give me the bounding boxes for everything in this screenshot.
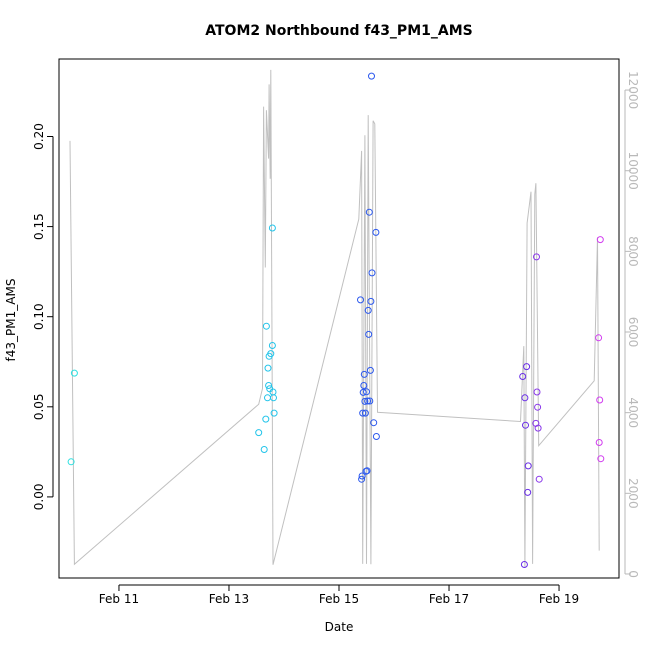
data-point [364,306,372,314]
data-point [264,394,271,402]
data-point [264,364,272,372]
data-point [357,296,364,304]
data-point [596,236,604,244]
data-point [359,409,367,417]
data-point [521,394,529,402]
x-tick-label: Feb 19 [539,592,579,606]
y2-tick-label: 6000 [626,317,640,348]
data-point [360,370,368,378]
data-point [523,363,531,371]
data-point [519,373,527,380]
x-axis: Feb 11 Feb 13 Feb 15 Feb 17 Feb 19 [99,584,579,606]
data-point [367,297,375,305]
plot-frame [58,58,620,579]
data-point [522,421,529,429]
y2-tick-label: 8000 [626,236,640,267]
data-point [368,269,376,277]
data-point [365,208,373,216]
data-point [595,439,603,446]
data-point [270,394,277,402]
y2-tick-label: 10000 [626,152,640,190]
data-point [268,224,276,232]
data-point [265,382,273,389]
chart-title: ATOM2 Northbound f43_PM1_AMS [205,23,472,39]
data-point [361,397,369,405]
data-point [268,342,276,349]
y-tick-label: 0.05 [32,393,46,420]
data-point [365,330,373,338]
data-point [360,382,368,389]
data-point [361,409,369,417]
x-tick-label: Feb 13 [209,592,249,606]
data-point [70,369,78,377]
data-point [370,419,378,427]
points-layer [67,72,605,568]
y-tick-label: 0.20 [32,123,46,150]
data-point [372,433,380,440]
data-point [270,409,278,417]
data-point [363,388,370,396]
data-point [366,397,374,405]
y-tick-label: 0.10 [32,303,46,330]
data-point [262,415,270,423]
y2-tick-label: 4000 [626,397,640,428]
y-axis-label: f43_PM1_AMS [4,279,18,362]
y-axis-left: 0.00 0.05 0.10 0.15 0.20 [32,123,54,511]
data-point [262,322,270,330]
data-point [359,388,367,396]
y-axis-right: 0 2000 4000 6000 8000 10000 12000 [624,71,640,578]
data-point [533,388,541,396]
data-point [596,396,604,404]
y2-tick-label: 0 [626,570,640,578]
data-point [358,472,366,480]
data-point [358,475,366,483]
data-point [255,429,263,437]
data-point [520,561,528,568]
data-point [372,228,380,236]
data-point [524,488,532,496]
data-point [366,366,374,374]
data-point [533,253,540,261]
data-point [363,467,371,475]
data-point [67,458,75,466]
y-tick-label: 0.15 [32,213,46,240]
data-point [595,334,603,342]
secondary-series-layer [69,69,600,568]
data-point [524,462,532,470]
y-tick-label: 0.00 [32,484,46,511]
data-point [267,350,275,358]
y2-tick-label: 2000 [626,478,640,509]
data-point [534,403,542,411]
data-point [534,424,542,432]
data-point [535,475,543,483]
x-tick-label: Feb 11 [99,592,139,606]
x-tick-label: Feb 15 [319,592,359,606]
y2-tick-label: 12000 [626,71,640,109]
data-point [368,72,375,80]
data-point [364,397,372,405]
data-point [260,446,268,453]
secondary-series-line [69,69,600,568]
data-point [597,455,605,463]
x-tick-label: Feb 17 [429,592,469,606]
x-axis-label: Date [325,620,354,634]
